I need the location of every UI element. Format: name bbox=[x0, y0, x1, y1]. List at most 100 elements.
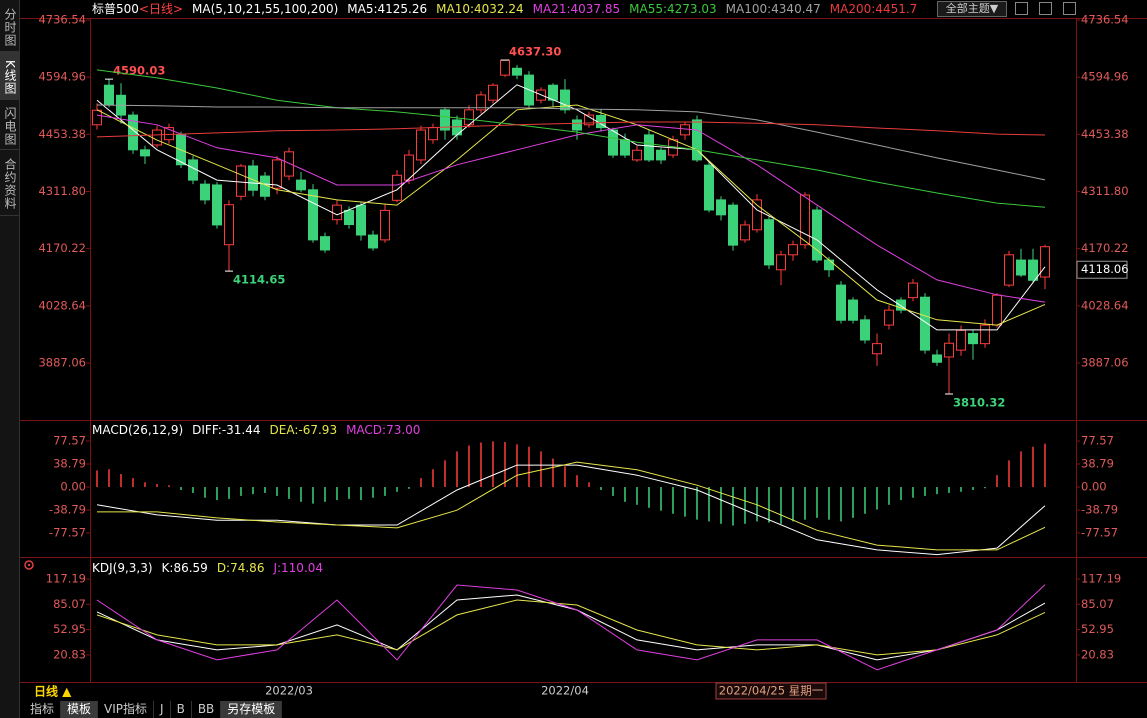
last-price-box bbox=[1076, 260, 1128, 279]
candle-body bbox=[1040, 246, 1050, 278]
y-tick-label: 4736.54 bbox=[38, 12, 86, 26]
legend-entry: MA5:4125.26 bbox=[347, 2, 428, 16]
candle-body bbox=[512, 67, 522, 76]
candle-body bbox=[476, 94, 486, 111]
candle-body bbox=[284, 151, 294, 177]
y-tick-label: -77.57 bbox=[49, 526, 86, 540]
tab[interactable]: 指标 bbox=[24, 701, 62, 718]
candle-body bbox=[896, 299, 906, 311]
candle-body bbox=[872, 343, 882, 355]
period-button[interactable]: 日线 ▲ bbox=[34, 684, 72, 699]
candle-body bbox=[812, 209, 822, 261]
frame bbox=[20, 18, 1147, 683]
side-tab[interactable]: 分时图 bbox=[0, 0, 19, 52]
indicator-label[interactable]: MA(5,10,21,55,100,200) bbox=[192, 2, 339, 16]
candle-body bbox=[740, 224, 750, 241]
candle-body bbox=[752, 199, 762, 231]
legend-entry: DEA:-67.93 bbox=[269, 423, 338, 437]
y-tick-label: 20.83 bbox=[53, 647, 86, 661]
crosshair-date-box bbox=[715, 682, 827, 700]
candle-body bbox=[500, 59, 510, 76]
legend-entry: MA10:4032.24 bbox=[436, 2, 524, 16]
candle-body bbox=[104, 84, 114, 106]
indicator-title: MACD(26,12,9) bbox=[92, 423, 184, 437]
candle-body bbox=[368, 234, 378, 249]
candle-body bbox=[968, 333, 978, 345]
y-tick-label: 52.95 bbox=[53, 622, 86, 636]
candle-body bbox=[944, 342, 954, 358]
y-tick-label: 0.00 bbox=[1081, 480, 1107, 494]
tab[interactable]: BB bbox=[192, 701, 222, 718]
candle-body bbox=[836, 284, 846, 321]
y-tick-label: 77.57 bbox=[53, 434, 86, 448]
candle-body bbox=[200, 183, 210, 201]
candle-body bbox=[980, 324, 990, 345]
line-series bbox=[96, 84, 1046, 331]
y-tick-label: -38.79 bbox=[49, 503, 86, 517]
line-series bbox=[96, 599, 1046, 656]
candle-body bbox=[764, 219, 774, 266]
y-tick-label: 4028.64 bbox=[38, 298, 86, 312]
last-price: 4118.06 bbox=[1081, 262, 1129, 276]
tab[interactable]: J bbox=[154, 701, 171, 718]
candle-body bbox=[440, 109, 450, 131]
line-series bbox=[96, 121, 1046, 138]
y-tick-label: 20.83 bbox=[1081, 647, 1114, 661]
side-tab[interactable]: 闪电图 bbox=[0, 100, 19, 150]
tab[interactable]: B bbox=[171, 701, 192, 718]
y-tick-label: 4453.38 bbox=[38, 127, 86, 141]
legend-entry: MA55:4273.03 bbox=[629, 2, 717, 16]
candle-body bbox=[932, 354, 942, 363]
window-icon[interactable] bbox=[1063, 2, 1076, 15]
period-label[interactable]: <日线> bbox=[138, 2, 184, 16]
crosshair-date: 2022/04/25 星期一 bbox=[719, 684, 824, 698]
candle-body bbox=[824, 259, 834, 271]
candle-body bbox=[224, 204, 234, 246]
kdj-header: KDJ(9,3,3) K:86.59 D:74.86 J:110.04 bbox=[92, 560, 323, 576]
y-tick-label: 3887.06 bbox=[38, 356, 86, 370]
x-tick-label: 2022/03 bbox=[265, 684, 313, 698]
candle-body bbox=[956, 329, 966, 351]
candle-body bbox=[428, 127, 438, 141]
line-series bbox=[96, 69, 1046, 208]
y-tick-label: 4311.80 bbox=[38, 184, 86, 198]
candle-body bbox=[680, 124, 690, 136]
tab[interactable]: 模板 bbox=[61, 701, 99, 718]
theme-button[interactable]: 全部主题▼ bbox=[937, 1, 1007, 17]
y-tick-label: 4736.54 bbox=[1081, 12, 1129, 26]
legend-entry: DIFF:-31.44 bbox=[192, 423, 261, 437]
candle-body bbox=[644, 134, 654, 161]
legend-entry: K:86.59 bbox=[161, 561, 208, 575]
line-series bbox=[97, 461, 1046, 551]
tab[interactable]: VIP指标 bbox=[98, 701, 155, 718]
x-tick-label: 2022/04 bbox=[541, 684, 589, 698]
tab[interactable]: 另存模板 bbox=[221, 701, 283, 718]
indicator-icon[interactable] bbox=[24, 560, 34, 570]
candle-body bbox=[320, 236, 330, 251]
instrument-title: 标普500 bbox=[92, 2, 139, 16]
y-tick-label: 4594.96 bbox=[38, 70, 86, 84]
y-tick-label: 85.07 bbox=[53, 597, 86, 611]
candle-body bbox=[548, 84, 558, 101]
macd-header: MACD(26,12,9) DIFF:-31.44 DEA:-67.93 MACD:… bbox=[92, 422, 420, 438]
side-tab[interactable]: 合约资料 bbox=[0, 150, 19, 216]
annotation-label: 4637.30 bbox=[509, 45, 561, 59]
window-icon[interactable] bbox=[1039, 2, 1052, 15]
candle-body bbox=[632, 149, 642, 161]
indicator-title: KDJ(9,3,3) bbox=[92, 561, 153, 575]
candle-body bbox=[92, 109, 102, 126]
candle-body bbox=[692, 119, 702, 161]
candle-body bbox=[992, 294, 1002, 326]
candle-body bbox=[356, 204, 366, 236]
y-tick-label: 4594.96 bbox=[1081, 70, 1129, 84]
side-tab[interactable]: K线图 bbox=[0, 52, 19, 100]
line-series bbox=[96, 114, 1046, 303]
candle-body bbox=[800, 194, 810, 246]
candle-body bbox=[620, 139, 630, 156]
legend-entry: J:110.04 bbox=[273, 561, 324, 575]
candle-body bbox=[128, 114, 138, 151]
candle-body bbox=[332, 204, 342, 221]
candle-body bbox=[884, 309, 894, 326]
window-icon[interactable] bbox=[1015, 2, 1028, 15]
y-tick-label: 0.00 bbox=[60, 480, 86, 494]
